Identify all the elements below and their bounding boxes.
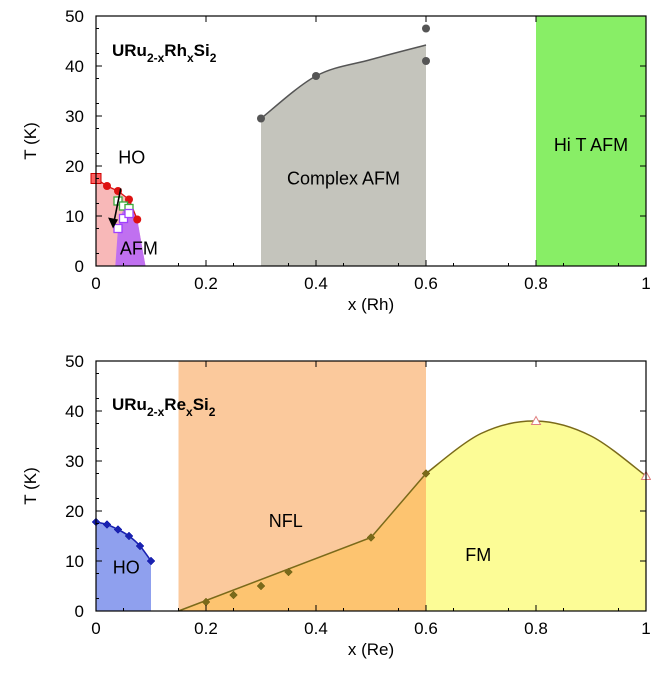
data-point-gray: [422, 57, 430, 65]
chart-title-part: URu: [112, 395, 147, 414]
x-tick-label: 0.6: [414, 619, 438, 638]
data-point-olive-diamond: [229, 590, 238, 600]
plot-frame: [95, 360, 647, 612]
data-point-olive-diamond: [256, 581, 266, 591]
x-tick-label: 0.2: [194, 619, 218, 638]
chart-title-part: Si: [193, 395, 209, 414]
region-hi-t-afm: [536, 16, 646, 266]
x-tick-label: 1: [641, 619, 650, 638]
region-fm: [426, 420, 646, 611]
data-point-gray: [422, 24, 430, 33]
data-point-blue-diamond: [102, 520, 112, 529]
chart-title-part: 2-x: [147, 51, 165, 65]
region-complex-afm: [261, 45, 426, 266]
chart-title-part: Rh: [164, 41, 187, 60]
x-axis-label: x (Re): [348, 640, 394, 659]
x-tick-label: 0.8: [524, 619, 548, 638]
chart-title-part: x: [187, 51, 194, 65]
chart-title-part: 2: [209, 405, 216, 419]
x-tick-label: 0: [91, 619, 100, 638]
x-tick-label: 0.4: [304, 274, 328, 293]
y-tick-label: 20: [65, 157, 84, 176]
region-label-afm: AFM: [120, 239, 158, 259]
ho-arrow-head: [108, 217, 119, 229]
region-label-fm: FM: [465, 545, 491, 565]
chart-title-part: 2-x: [147, 405, 165, 419]
data-point-purple-square: [124, 208, 134, 219]
data-point-red: [133, 215, 142, 224]
region-fm-overlap: [178, 473, 426, 611]
chart-title: URu2-xRhxSi2: [112, 41, 217, 65]
data-point-open-triangle: [530, 415, 542, 425]
data-point-purple-square: [113, 223, 123, 234]
x-axis-label: x (Rh): [348, 295, 394, 314]
x-tick-label: 0: [91, 274, 100, 293]
y-tick-label: 10: [65, 552, 84, 571]
y-axis-label: T (K): [21, 467, 40, 504]
y-tick-label: 0: [75, 602, 84, 621]
data-point-blue-diamond: [135, 541, 145, 551]
chart-title-part: 2: [210, 51, 217, 65]
chart-title-part: Re: [164, 395, 186, 414]
y-tick-label: 40: [65, 57, 84, 76]
y-tick-label: 20: [65, 502, 84, 521]
region-label-hi-t-afm: Hi T AFM: [554, 135, 628, 155]
y-tick-label: 0: [75, 257, 84, 276]
data-point-blue-diamond: [124, 531, 134, 541]
data-point-blue-diamond: [146, 556, 156, 566]
chart-title: URu2-xRexSi2: [112, 395, 216, 419]
data-point-gray: [257, 114, 265, 123]
data-point-olive-diamond: [421, 469, 431, 478]
data-point-red: [103, 182, 111, 190]
x-tick-label: 0.4: [304, 619, 328, 638]
region-label-ho: HO: [118, 148, 145, 168]
x-tick-label: 0.2: [194, 274, 218, 293]
chart-title-part: URu: [112, 41, 147, 60]
y-tick-label: 30: [65, 107, 84, 126]
plot-frame: [95, 15, 647, 267]
region-label-ho: HO: [113, 558, 140, 578]
data-point-gray: [312, 72, 320, 80]
x-tick-label: 1: [641, 274, 650, 293]
y-tick-label: 30: [65, 452, 84, 471]
x-tick-label: 0.6: [414, 274, 438, 293]
x-tick-label: 0.8: [524, 274, 548, 293]
data-point-olive-diamond: [284, 567, 293, 577]
data-point-blue-diamond: [113, 525, 123, 534]
ho-arrow-shaft: [113, 188, 122, 222]
y-tick-label: 50: [65, 352, 84, 371]
data-point-purple-square: [118, 213, 129, 224]
y-tick-label: 50: [65, 7, 84, 26]
region-label-complex-afm: Complex AFM: [287, 169, 400, 189]
chart-title-part: x: [186, 405, 193, 419]
y-axis-label: T (K): [21, 122, 40, 159]
complex-afm-boundary: [260, 44, 427, 120]
data-point-olive-diamond: [366, 533, 376, 542]
region-label-nfl: NFL: [269, 511, 303, 531]
chart-title-part: Si: [194, 41, 210, 60]
y-tick-label: 10: [65, 207, 84, 226]
y-tick-label: 40: [65, 402, 84, 421]
region-ho: [96, 522, 151, 611]
